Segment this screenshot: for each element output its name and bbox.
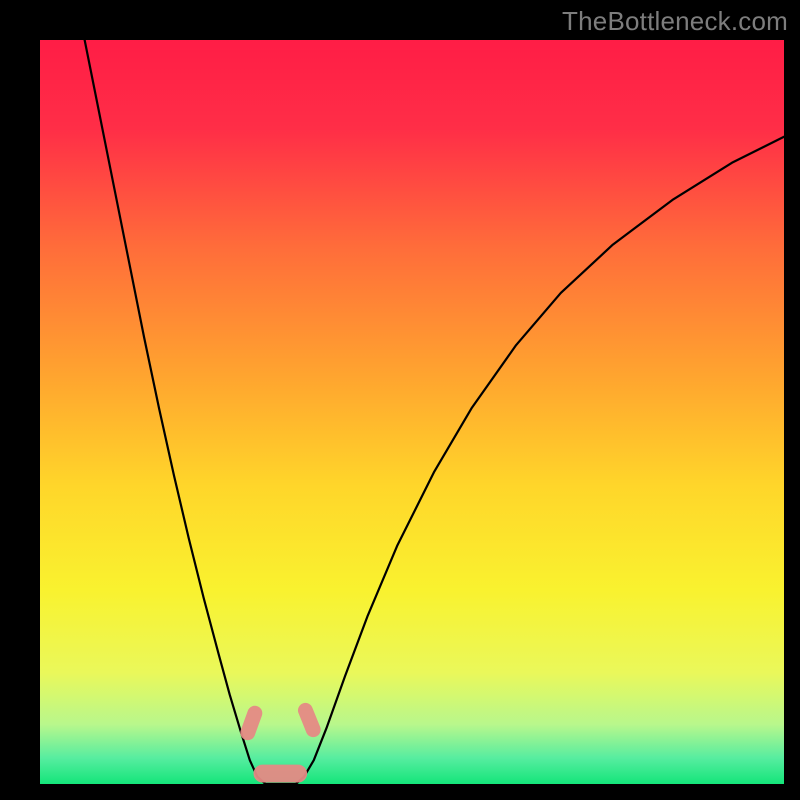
threshold-marker <box>254 765 308 783</box>
watermark-text: TheBottleneck.com <box>562 6 788 37</box>
chart-background <box>40 40 784 784</box>
stage: TheBottleneck.com <box>0 0 800 800</box>
plot-area <box>40 40 784 784</box>
bottleneck-chart <box>40 40 784 784</box>
